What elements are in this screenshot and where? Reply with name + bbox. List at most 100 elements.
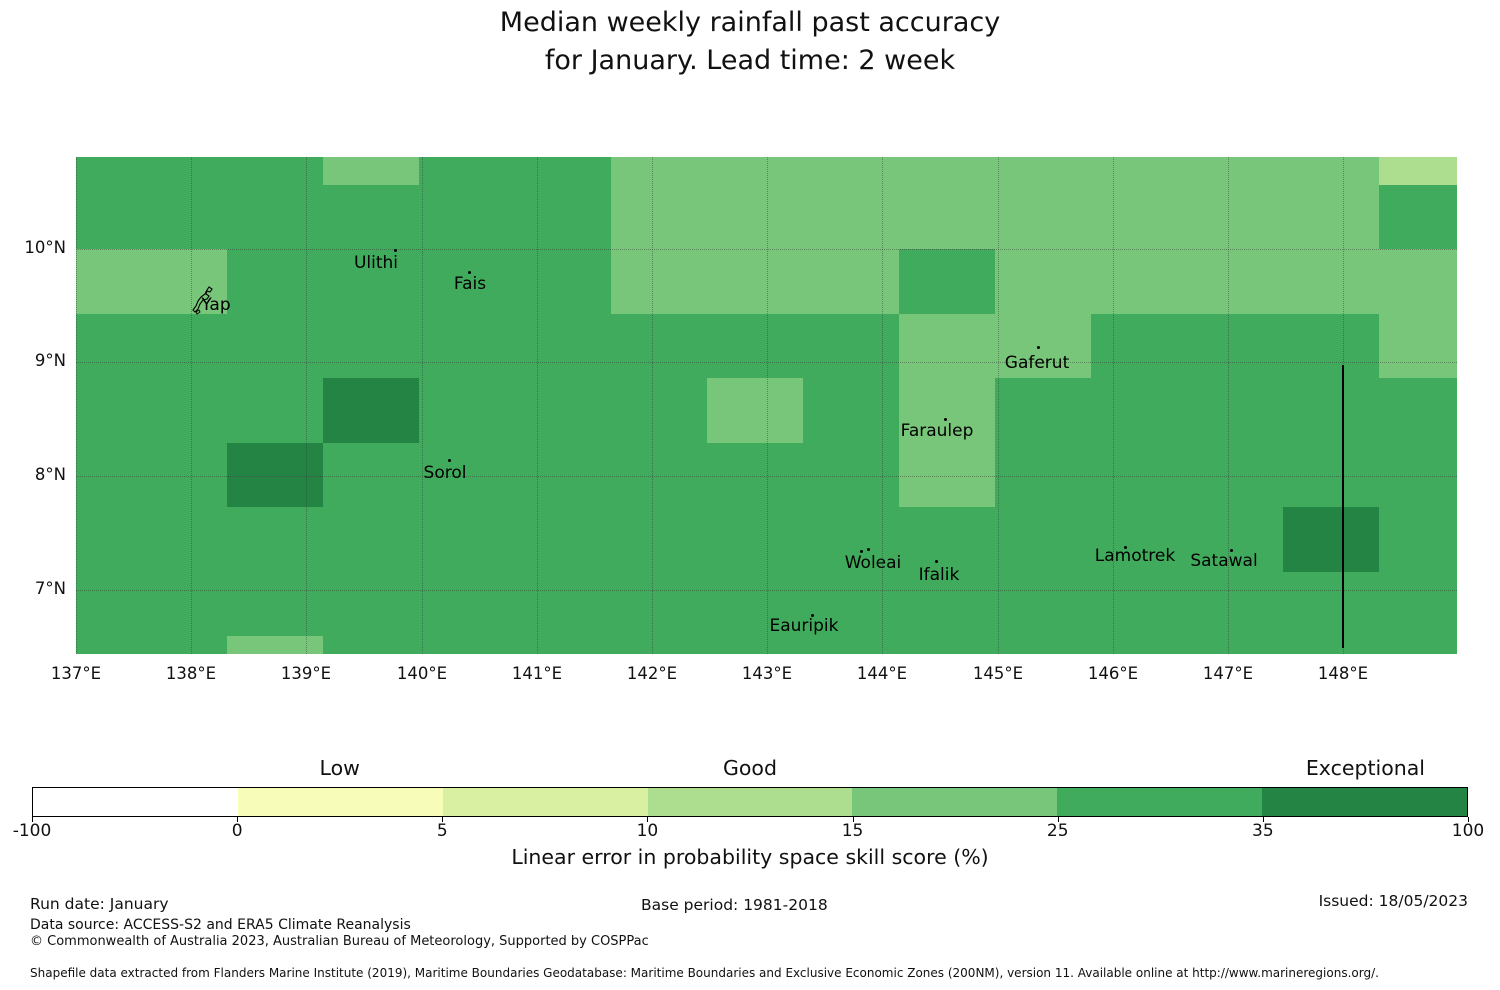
- raster-cell: [995, 378, 1091, 443]
- raster-cell: [323, 249, 419, 314]
- colorbar-segment-0-5: [237, 788, 443, 816]
- x-axis-tick-label: 144°E: [856, 664, 908, 683]
- raster-cell: [899, 572, 995, 636]
- raster-cell: [1187, 636, 1283, 654]
- raster-cell: [1283, 378, 1379, 443]
- copyright-text: © Commonwealth of Australia 2023, Austra…: [30, 934, 649, 949]
- raster-cell: [76, 378, 131, 443]
- raster-cell: [1283, 249, 1379, 314]
- raster-cell: [76, 157, 131, 185]
- raster-cell: [419, 157, 515, 185]
- colorbar-category-low: Low: [319, 756, 360, 780]
- colorbar-segment-25-35: [1057, 788, 1263, 816]
- raster-cell: [1379, 378, 1457, 443]
- place-label-yap: Yap: [201, 295, 231, 315]
- raster-cell: [899, 443, 995, 507]
- raster-cell: [707, 378, 803, 443]
- raster-cell: [1091, 157, 1187, 185]
- raster-cell: [1283, 636, 1379, 654]
- raster-cell: [995, 157, 1091, 185]
- parallel-gridline: [76, 476, 1457, 477]
- raster-cell: [76, 636, 131, 654]
- colorbar-tick-mark: [852, 817, 854, 822]
- colorbar-category-exceptional: Exceptional: [1305, 756, 1425, 780]
- parallel-gridline: [76, 590, 1457, 591]
- raster-cell: [76, 185, 131, 249]
- raster-cell: [995, 507, 1091, 572]
- raster-cell: [1187, 572, 1283, 636]
- colorbar-tick-mark: [237, 817, 239, 822]
- raster-cell: [515, 378, 611, 443]
- colorbar-tick-mark: [1262, 817, 1264, 822]
- raster-cell: [1379, 249, 1457, 314]
- raster-cell: [76, 249, 131, 314]
- meridian-gridline: [767, 157, 768, 654]
- raster-cell: [1283, 572, 1379, 636]
- raster-cell: [803, 157, 899, 185]
- raster-cell: [227, 157, 323, 185]
- colorbar-tick-mark: [647, 817, 649, 822]
- island-marker-faraulep: [944, 418, 947, 421]
- raster-cell: [131, 636, 227, 654]
- colorbar-segment-10-15: [647, 788, 853, 816]
- raster-cell: [419, 314, 515, 378]
- raster-cell: [419, 185, 515, 249]
- run-date-text: Run date: January: [30, 895, 169, 913]
- colorbar-segment-5-10: [442, 788, 648, 816]
- raster-cell: [707, 249, 803, 314]
- meridian-gridline: [537, 157, 538, 654]
- x-axis-tick-label: 142°E: [626, 664, 678, 683]
- raster-cell: [1379, 443, 1457, 507]
- raster-cell: [515, 314, 611, 378]
- raster-cell: [76, 314, 131, 378]
- raster-cell: [227, 636, 323, 654]
- raster-cell: [995, 249, 1091, 314]
- raster-cell: [707, 443, 803, 507]
- colorbar: [32, 787, 1468, 817]
- raster-cell: [707, 507, 803, 572]
- raster-cell: [419, 507, 515, 572]
- y-axis-tick-label: 10°N: [24, 238, 66, 257]
- raster-cell: [707, 185, 803, 249]
- raster-cell: [1187, 185, 1283, 249]
- raster-cell: [611, 249, 707, 314]
- chart-title-line1: Median weekly rainfall past accuracy: [499, 7, 1001, 38]
- raster-cell: [1091, 378, 1187, 443]
- colorbar-tick-label: 35: [1252, 821, 1274, 841]
- raster-cell: [227, 378, 323, 443]
- raster-cell: [1091, 185, 1187, 249]
- parallel-gridline: [76, 362, 1457, 363]
- y-axis-tick-label: 8°N: [34, 465, 66, 484]
- raster-cell: [227, 507, 323, 572]
- raster-cell: [899, 314, 995, 378]
- raster-cell: [1283, 314, 1379, 378]
- raster-cell: [1379, 185, 1457, 249]
- raster-cell: [803, 249, 899, 314]
- raster-cell: [1283, 185, 1379, 249]
- raster-cell: [899, 249, 995, 314]
- raster-cell: [323, 572, 419, 636]
- x-axis-tick-label: 148°E: [1317, 664, 1369, 683]
- x-axis-tick-label: 145°E: [972, 664, 1024, 683]
- island-marker-eauripik: [811, 614, 814, 617]
- place-label-lamotrek: Lamotrek: [1094, 546, 1176, 566]
- raster-cell: [227, 249, 323, 314]
- colorbar-segment-15-25: [852, 788, 1058, 816]
- raster-cell: [227, 314, 323, 378]
- raster-cell: [1091, 572, 1187, 636]
- colorbar-tick-label: 25: [1046, 821, 1069, 841]
- raster-cell: [515, 636, 611, 654]
- raster-cell: [1379, 507, 1457, 572]
- raster-cell: [899, 507, 995, 572]
- colorbar-tick-mark: [1057, 817, 1059, 822]
- raster-cell: [1091, 314, 1187, 378]
- place-label-faraulep: Faraulep: [900, 421, 974, 441]
- raster-cell: [995, 636, 1091, 654]
- raster-cell: [611, 507, 707, 572]
- raster-cell: [1187, 314, 1283, 378]
- raster-cell: [995, 185, 1091, 249]
- island-marker-ifalik: [935, 560, 938, 563]
- eez-boundary-line: [1342, 365, 1344, 648]
- raster-cell: [227, 443, 323, 507]
